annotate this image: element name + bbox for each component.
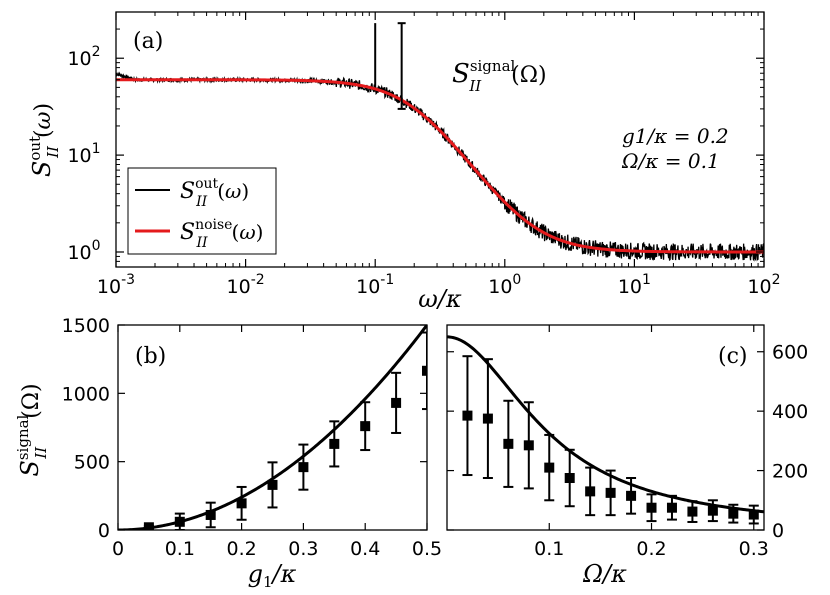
panel-c-frame <box>446 324 765 531</box>
data-point <box>482 413 493 424</box>
data-point <box>236 498 247 509</box>
data-point <box>626 490 637 501</box>
noise-curve <box>116 78 764 254</box>
x-tick-label: 0.2 <box>226 538 256 560</box>
data-point <box>666 502 677 513</box>
svg-text:SsignalII(Ω): SsignalII(Ω) <box>14 383 50 476</box>
data-point <box>728 508 739 519</box>
data-point <box>707 505 718 516</box>
panel-a-frame <box>115 11 765 268</box>
data-point <box>687 506 698 517</box>
panel-a-xlabel: ω/κ <box>418 285 462 313</box>
y-tick-label: 0 <box>772 520 784 542</box>
y-tick-label: 1000 <box>62 383 110 405</box>
x-tick-label: 10-2 <box>227 272 265 298</box>
x-tick-label: 102 <box>747 272 780 298</box>
legend-label-out: Sout II (ω) <box>180 176 249 210</box>
panel-b-ylabel: SsignalII(Ω) <box>14 383 50 476</box>
y-tick-label: 1500 <box>62 315 110 337</box>
data-point <box>503 438 514 449</box>
data-point <box>544 462 555 473</box>
y-tick-label: 0 <box>98 520 110 542</box>
panel-b-frame <box>117 324 428 531</box>
param-g1: g1/κ = 0.2 <box>622 124 729 148</box>
data-point <box>174 516 185 527</box>
y-tick-label: 101 <box>67 141 100 167</box>
data-point <box>523 440 534 451</box>
legend-box <box>127 167 277 255</box>
x-tick-label: 0.3 <box>288 538 318 560</box>
y-tick-label: 200 <box>772 461 808 483</box>
panel-c-label: (c) <box>718 344 748 369</box>
legend: Sout II (ω) Snoise II (ω) <box>127 167 277 255</box>
panel-b-label: (b) <box>135 344 166 369</box>
signal-annotation: Ssignal II (Ω) <box>452 57 547 95</box>
x-tick-label: 0.1 <box>534 538 564 560</box>
data-point <box>422 365 427 376</box>
y-tick-label: 600 <box>772 342 808 364</box>
data-point <box>748 509 759 520</box>
theory-curve-c <box>447 335 764 514</box>
svg-text:SoutII(ω): SoutII(ω) <box>26 103 62 177</box>
data-point <box>298 462 309 473</box>
y-tick-label: 100 <box>67 238 100 264</box>
x-tick-label: 10-1 <box>356 272 394 298</box>
panel-b: 0 0.1 0.2 0.3 0.4 0.5 0 500 1000 1500 (b) Ssignal… <box>14 315 442 591</box>
panel-a-label: (a) <box>133 29 163 54</box>
x-tick-label: 0.2 <box>636 538 666 560</box>
y-tick-label: 400 <box>772 401 808 423</box>
x-tick-label: 101 <box>618 272 651 298</box>
panel-a: 10-3 10-2 10-1 100 101 102 100 101 102 (a) SoutI… <box>26 11 781 313</box>
data-point <box>585 486 596 497</box>
data-point <box>205 509 216 520</box>
data-point <box>360 421 371 432</box>
data-point <box>646 502 657 513</box>
panel-c-xlabel: Ω/κ <box>582 560 627 588</box>
x-tick-label: 0.4 <box>350 538 380 560</box>
data-point <box>564 473 575 484</box>
y-tick-label: 500 <box>74 452 110 474</box>
x-tick-label: 0.5 <box>412 538 442 560</box>
x-tick-label: 100 <box>488 272 521 298</box>
y-tick-label: 102 <box>67 44 100 70</box>
data-point <box>605 487 616 498</box>
data-point <box>391 397 402 408</box>
data-point <box>267 479 278 490</box>
x-tick-label: 0.1 <box>165 538 195 560</box>
x-tick-label: 0.3 <box>739 538 769 560</box>
data-point <box>462 410 473 421</box>
panel-a-ylabel: SoutII(ω) <box>26 103 62 177</box>
data-point <box>329 438 340 449</box>
panel-c: 0.1 0.2 0.30 200 400 600 (c) Ω/κ <box>446 324 808 588</box>
x-tick-label: 10-3 <box>97 272 135 298</box>
x-tick-label: 0 <box>112 538 124 560</box>
panel-b-xlabel: g1/κ <box>248 560 297 591</box>
data-point <box>143 522 154 530</box>
param-omega: Ω/κ = 0.1 <box>621 149 720 173</box>
legend-label-noise: Snoise II (ω) <box>180 217 263 251</box>
